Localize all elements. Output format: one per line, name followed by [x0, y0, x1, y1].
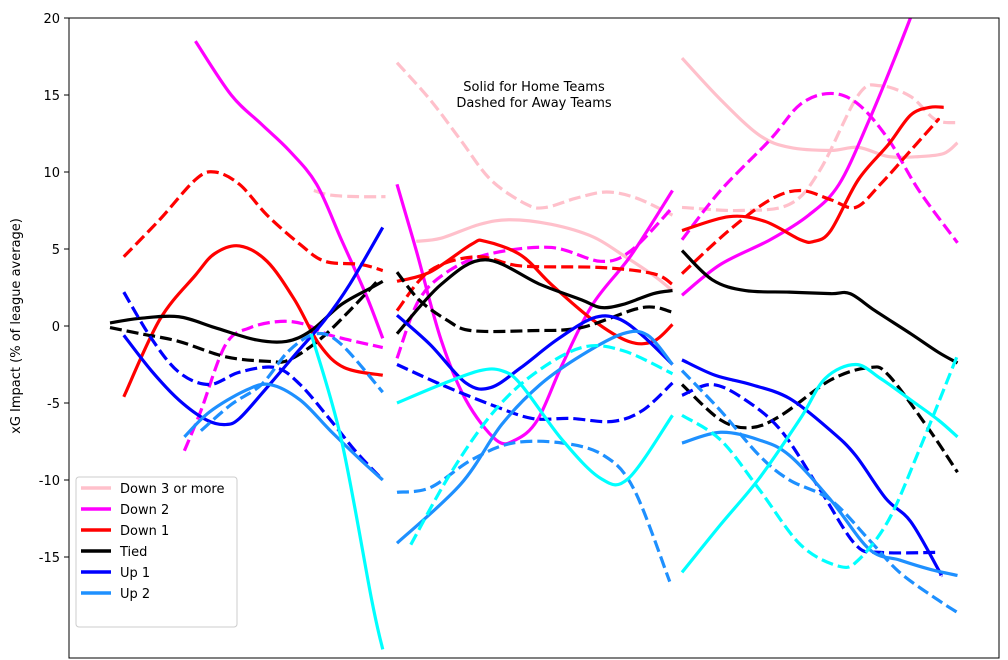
annotation-line-2: Dashed for Away Teams	[456, 96, 612, 111]
series-line-tied-solid-panel-2	[395, 258, 673, 335]
y-tick-label: 15	[43, 89, 60, 104]
series-line-down-2-solid-panel-2	[395, 183, 674, 446]
series-line-tied-dashed-panel-3	[680, 365, 959, 474]
series-line-down-3-or-more-solid-panel-3	[680, 56, 959, 160]
series-line-down-2-dashed-panel-2	[395, 206, 674, 359]
y-tick-label: 20	[43, 12, 60, 27]
series-line-down-2-dashed-panel-3	[680, 91, 959, 244]
legend-label: Down 2	[120, 503, 169, 518]
series-line-up-2-dashed-panel-3	[680, 369, 959, 614]
y-tick-label: 10	[43, 166, 60, 181]
legend: Down 3 or more Down 2 Down 1 Tied Up 1 Up 2	[75, 476, 238, 628]
series-line-up-2-solid-panel-3	[681, 430, 958, 578]
series-line-up-1-dashed-panel-2	[396, 363, 674, 424]
series-line-down-1-dashed-panel-3	[680, 117, 940, 275]
series-line-down-3-or-more-solid-panel-2	[416, 218, 674, 292]
series-layer	[109, 18, 959, 650]
y-axis: -15 -10 -5 0 5 10 15 20	[39, 12, 69, 566]
legend-label: Up 2	[120, 587, 150, 602]
series-line-down-3-or-more-dashed-panel-2	[395, 61, 674, 217]
series-line-down-1-solid-panel-2	[396, 238, 674, 346]
series-line-up-1-dashed-panel-1	[122, 291, 384, 482]
y-tick-label: 5	[52, 243, 60, 258]
annotation-line-1: Solid for Home Teams	[463, 80, 605, 95]
series-line-up-2-solid-panel-2	[395, 329, 674, 545]
series-line-up-2-dashed-panel-2	[396, 439, 672, 583]
series-line-unlabeled-solid-panel-3	[680, 362, 959, 574]
series-line-up-2-solid-panel-1	[183, 382, 384, 482]
series-line-up-1-solid-panel-3	[681, 358, 943, 578]
y-axis-label: xG Impact (% of league average)	[9, 218, 24, 434]
y-tick-label: -10	[39, 474, 60, 489]
series-line-down-3-or-more-dashed-panel-3	[681, 83, 958, 213]
series-line-down-1-solid-panel-1	[122, 244, 384, 398]
series-line-up-1-solid-panel-1	[122, 226, 385, 427]
series-line-down-3-or-more-dashed-panel-1	[313, 188, 386, 199]
series-line-up-1-solid-panel-2	[395, 314, 674, 391]
series-line-down-1-dashed-panel-2	[395, 255, 674, 312]
series-line-unlabeled-solid-panel-2	[396, 367, 674, 487]
series-line-tied-solid-panel-1	[109, 279, 384, 344]
series-line-down-1-solid-panel-3	[681, 105, 944, 244]
series-line-tied-dashed-panel-2	[395, 271, 673, 334]
series-line-unlabeled-dashed-panel-2	[409, 343, 674, 546]
legend-label: Tied	[119, 545, 147, 560]
series-line-unlabeled-dashed-panel-3	[681, 354, 959, 570]
series-line-down-1-dashed-panel-1	[122, 170, 384, 273]
legend-label: Up 1	[120, 566, 150, 581]
y-tick-label: -15	[39, 551, 60, 566]
series-line-tied-dashed-panel-1	[109, 280, 379, 364]
series-line-tied-solid-panel-3	[680, 249, 959, 365]
series-line-up-2-dashed-panel-1	[199, 331, 384, 432]
y-tick-label: -5	[47, 397, 60, 412]
legend-label: Down 1	[120, 524, 169, 539]
legend-label: Down 3 or more	[120, 482, 224, 497]
y-tick-label: 0	[52, 320, 60, 335]
